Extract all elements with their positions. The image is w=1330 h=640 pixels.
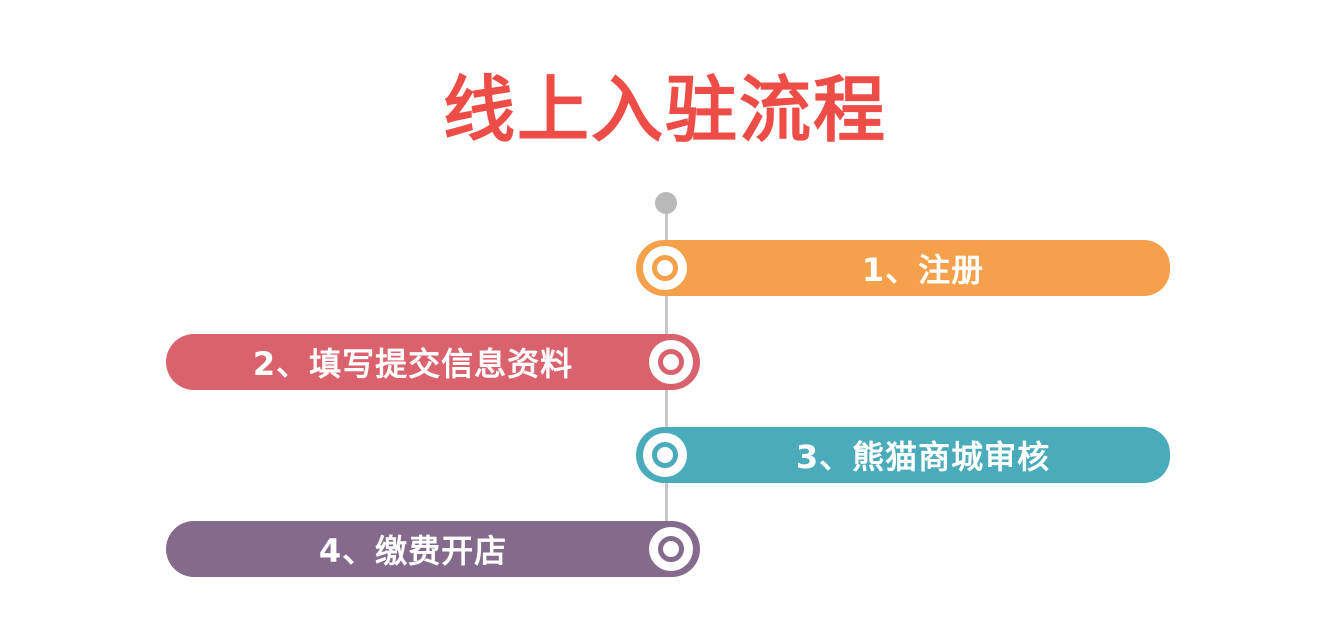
- step-2-submit-info: 2、填写提交信息资料: [166, 334, 700, 390]
- step-1-register: 1、注册: [636, 240, 1170, 296]
- timeline-start-dot: [655, 192, 677, 214]
- step-2-ring-icon: [649, 340, 693, 384]
- step-3-label: 3、熊猫商城审核: [795, 438, 1051, 476]
- step-2-label: 2、填写提交信息资料: [252, 345, 574, 383]
- step-1-label: 1、注册: [861, 251, 985, 289]
- step-4-ring-icon: [649, 527, 693, 571]
- step-1-ring-icon: [643, 246, 687, 290]
- page-title: 线上入驻流程: [442, 68, 887, 152]
- step-4-label: 4、缴费开店: [318, 532, 508, 570]
- step-3-review: 3、熊猫商城审核: [636, 427, 1170, 483]
- step-4-pay-open: 4、缴费开店: [166, 521, 700, 577]
- step-3-ring-icon: [643, 433, 687, 477]
